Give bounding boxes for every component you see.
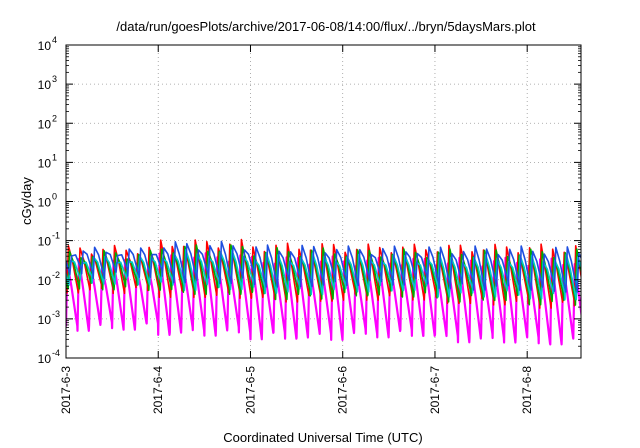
y-tick-exponent: -4	[52, 348, 60, 358]
y-tick-exponent: 1	[52, 152, 57, 162]
x-tick-labels: 2017-6-3 2017-6-4 2017-6-5 2017-6-6 2017-6-7…	[59, 366, 534, 414]
x-axis-label: Coordinated Universal Time (UTC)	[223, 430, 422, 445]
y-tick-base: 10	[38, 352, 52, 366]
x-tick-label: 2017-6-4	[151, 366, 165, 414]
y-tick-label: 10 1	[38, 152, 57, 170]
y-tick-label: 10 2	[38, 113, 57, 131]
series-line	[66, 249, 581, 301]
x-tick-label: 2017-6-7	[428, 366, 442, 414]
y-tick-base: 10	[38, 313, 52, 327]
y-tick-base: 10	[38, 196, 52, 210]
y-tick-label: 10 -3	[38, 309, 60, 327]
y-axis-label: cGy/day	[19, 177, 34, 225]
y-tick-label: 10 -2	[38, 270, 60, 288]
y-tick-base: 10	[38, 156, 52, 170]
y-tick-exponent: -2	[52, 270, 60, 280]
y-tick-exponent: 3	[52, 74, 57, 84]
x-tick-label: 2017-6-8	[520, 366, 534, 414]
x-tick-label: 2017-6-6	[336, 366, 350, 414]
y-tick-exponent: 4	[52, 35, 57, 45]
y-tick-base: 10	[38, 235, 52, 249]
x-tick-label: 2017-6-5	[243, 366, 257, 414]
y-tick-label: 10 4	[38, 35, 57, 53]
y-tick-base: 10	[38, 78, 52, 92]
y-tick-exponent: 0	[52, 192, 57, 202]
y-tick-exponent: -3	[52, 309, 60, 319]
y-tick-label: 10 0	[38, 192, 57, 210]
y-tick-exponent: -1	[52, 231, 60, 241]
series-line	[66, 240, 581, 293]
y-tick-label: 10 -4	[38, 348, 60, 366]
y-tick-label: 10 -1	[38, 231, 60, 249]
y-tick-label: 10 3	[38, 74, 57, 92]
axis-ticks	[65, 44, 581, 359]
x-tick-label: 2017-6-3	[59, 366, 73, 414]
y-tick-base: 10	[38, 117, 52, 131]
y-tick-base: 10	[38, 39, 52, 53]
y-tick-exponent: 2	[52, 113, 57, 123]
series-group	[66, 238, 581, 346]
chart-title: /data/run/goesPlots/archive/2017-06-08/1…	[116, 19, 536, 34]
y-tick-base: 10	[38, 274, 52, 288]
